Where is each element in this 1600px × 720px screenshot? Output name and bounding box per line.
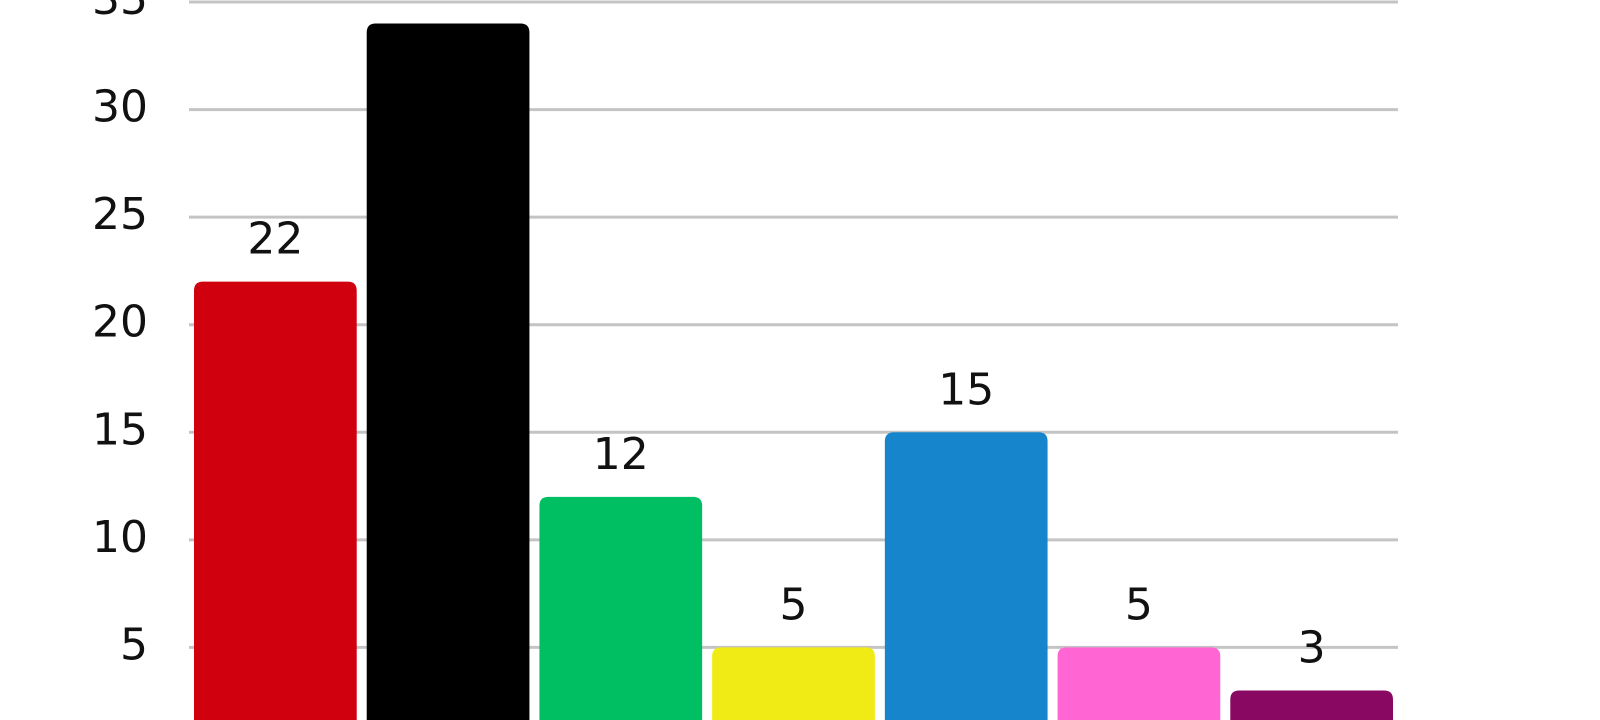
value-label: 22 [247,214,303,265]
value-label: 12 [593,429,649,480]
bar [539,496,703,720]
y-tick-label: 15 [92,404,148,455]
bar [366,23,530,720]
bar [712,647,875,720]
bar [884,432,1048,720]
bar [1230,690,1393,720]
value-label: 15 [938,364,994,415]
y-tick-label: 10 [92,512,148,563]
value-label: 3 [1298,622,1326,673]
y-tick-label: 5 [120,619,148,670]
y-tick-label: 20 [92,297,148,348]
y-tick-label: 30 [92,82,148,133]
value-label: 5 [780,579,808,630]
value-label: 5 [1125,579,1153,630]
y-tick-label: 35 [92,0,148,25]
value-label: 34 [420,0,476,7]
bar [1057,647,1221,720]
bar [194,281,357,720]
y-tick-label: 25 [92,189,148,240]
